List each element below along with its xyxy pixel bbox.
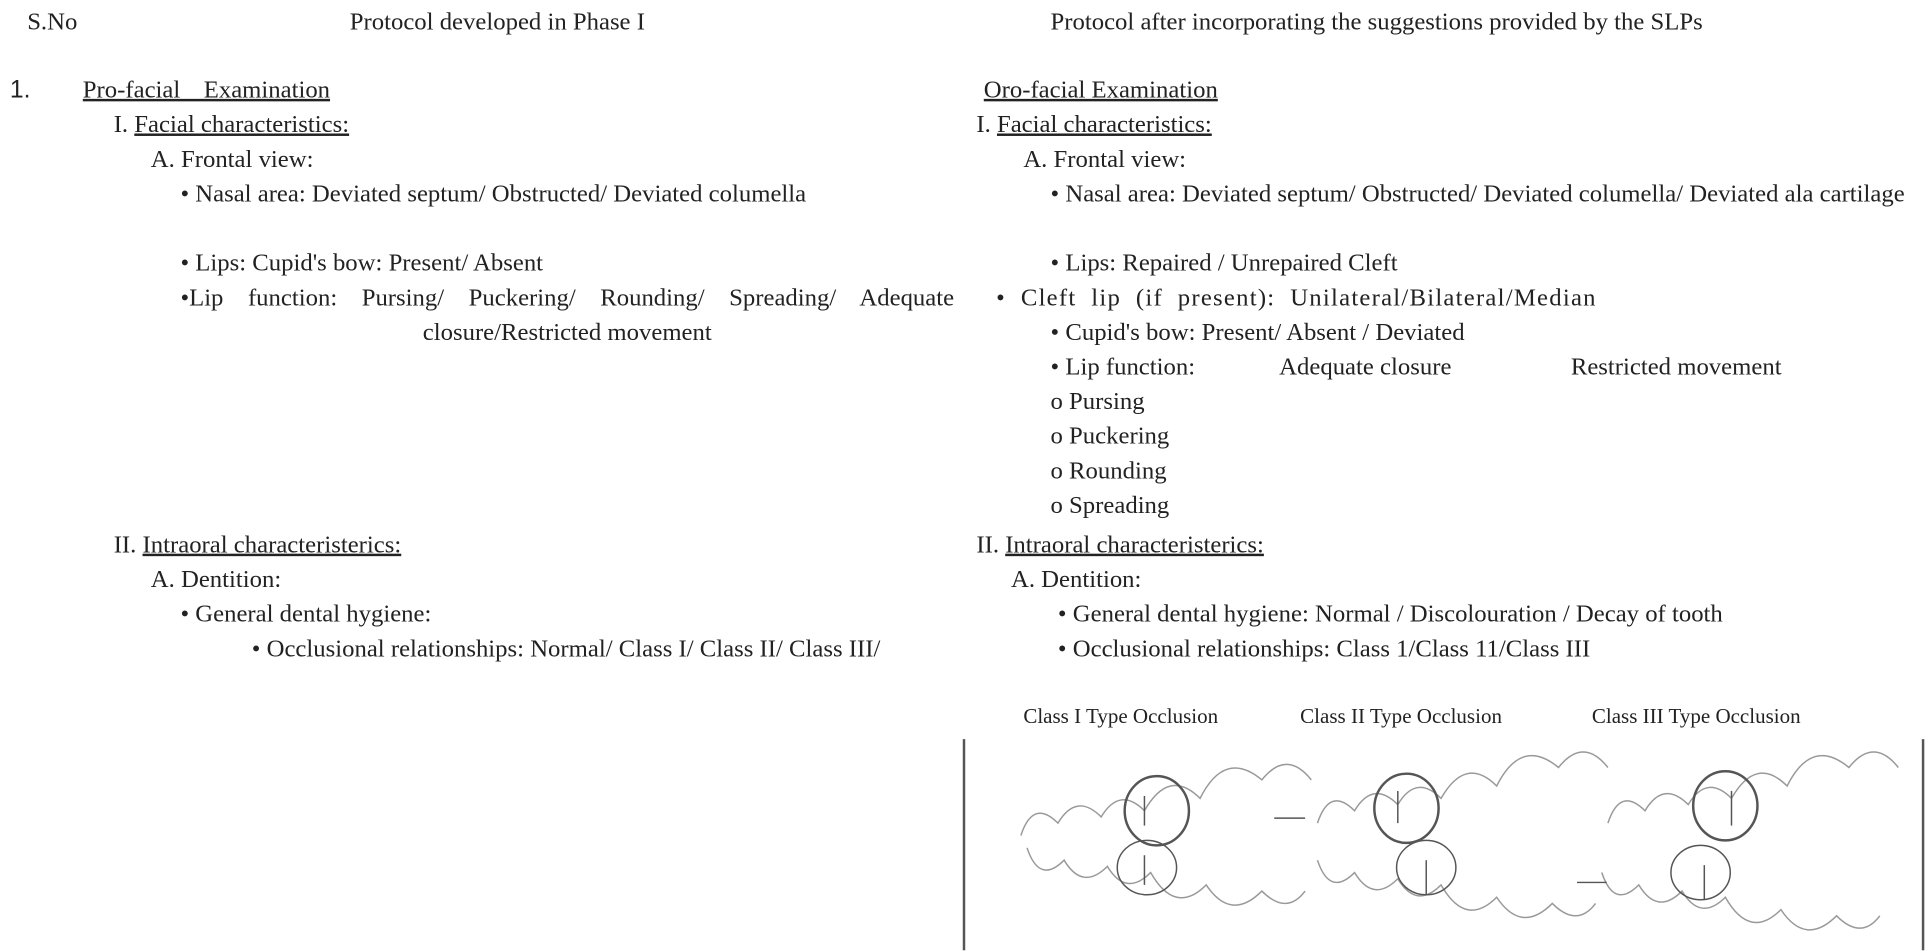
figure-caption: Class II Type Occlusion <box>1300 704 1502 728</box>
bullet: • Lip function: <box>1050 353 1196 381</box>
bullet: • Occlusional relationships: Normal/ Cla… <box>251 635 881 663</box>
header-phase1: Protocol developed in Phase I <box>349 8 645 36</box>
subsection: II. Intraoral characteristerics: <box>114 528 402 563</box>
section-title: Oro-facial Examination <box>983 76 1218 104</box>
occlusion-figure <box>962 739 1925 951</box>
section-title: Pro-facial Examination <box>82 76 331 104</box>
subsection-label: Facial characteristics: <box>134 111 350 139</box>
teeth-class1 <box>1020 763 1312 906</box>
bullet: • General dental hygiene: <box>180 600 432 628</box>
bullet: • Nasal area: Deviated septum/ Obstructe… <box>1050 180 1905 208</box>
bullet: • Cleft lip (if present): Unilateral/Bil… <box>996 284 1597 312</box>
option: Restricted movement <box>1570 353 1782 381</box>
bullet: • Cupid's bow: Present/ Absent / Deviate… <box>1050 318 1465 347</box>
bullet: • General dental hygiene: Normal / Disco… <box>1057 600 1723 628</box>
item: A. Frontal view: <box>1023 145 1187 174</box>
item: A. Dentition: <box>1010 566 1142 594</box>
prefix: I. <box>976 111 991 139</box>
bullet: • Lips: Cupid's bow: Present/ Absent <box>180 249 544 277</box>
subsection: I. Facial characteristics: <box>976 108 1211 143</box>
sub-option: o Rounding <box>1050 457 1167 485</box>
teeth-class2 <box>1274 751 1609 919</box>
figure-caption: Class I Type Occlusion <box>1023 704 1219 728</box>
item: A. Frontal view: <box>150 145 314 174</box>
header-sno: S.No <box>27 8 78 36</box>
figure-caption: Class III Type Occlusion <box>1591 704 1801 728</box>
subsection: II. Intraoral characteristerics: <box>976 528 1264 563</box>
bullet: • Occlusional relationships: Class 1/Cla… <box>1057 635 1591 663</box>
prefix: I. <box>113 111 129 139</box>
prefix: II. <box>976 531 1000 559</box>
row-number: 1. <box>9 76 31 104</box>
sub-option: o Puckering <box>1050 422 1170 450</box>
teeth-class3 <box>1577 751 1899 931</box>
header-revised: Protocol after incorporating the suggest… <box>1050 8 1703 36</box>
subsection-label: Intraoral characteristerics: <box>1005 531 1264 559</box>
bullet: •Lip function: Pursing/ Puckering/ Round… <box>180 284 955 347</box>
prefix: II. <box>113 531 137 559</box>
subsection: I. Facial characteristics: <box>114 108 349 143</box>
sub-option: o Pursing <box>1050 388 1145 416</box>
option: Adequate closure <box>1279 353 1452 381</box>
subsection-label: Intraoral characteristerics: <box>142 531 402 559</box>
subsection-label: Facial characteristics: <box>996 111 1212 139</box>
bullet: • Nasal area: Deviated septum/ Obstructe… <box>180 180 807 208</box>
bullet: • Lips: Repaired / Unrepaired Cleft <box>1050 249 1398 277</box>
sub-option: o Spreading <box>1050 491 1170 520</box>
item: A. Dentition: <box>150 566 282 594</box>
